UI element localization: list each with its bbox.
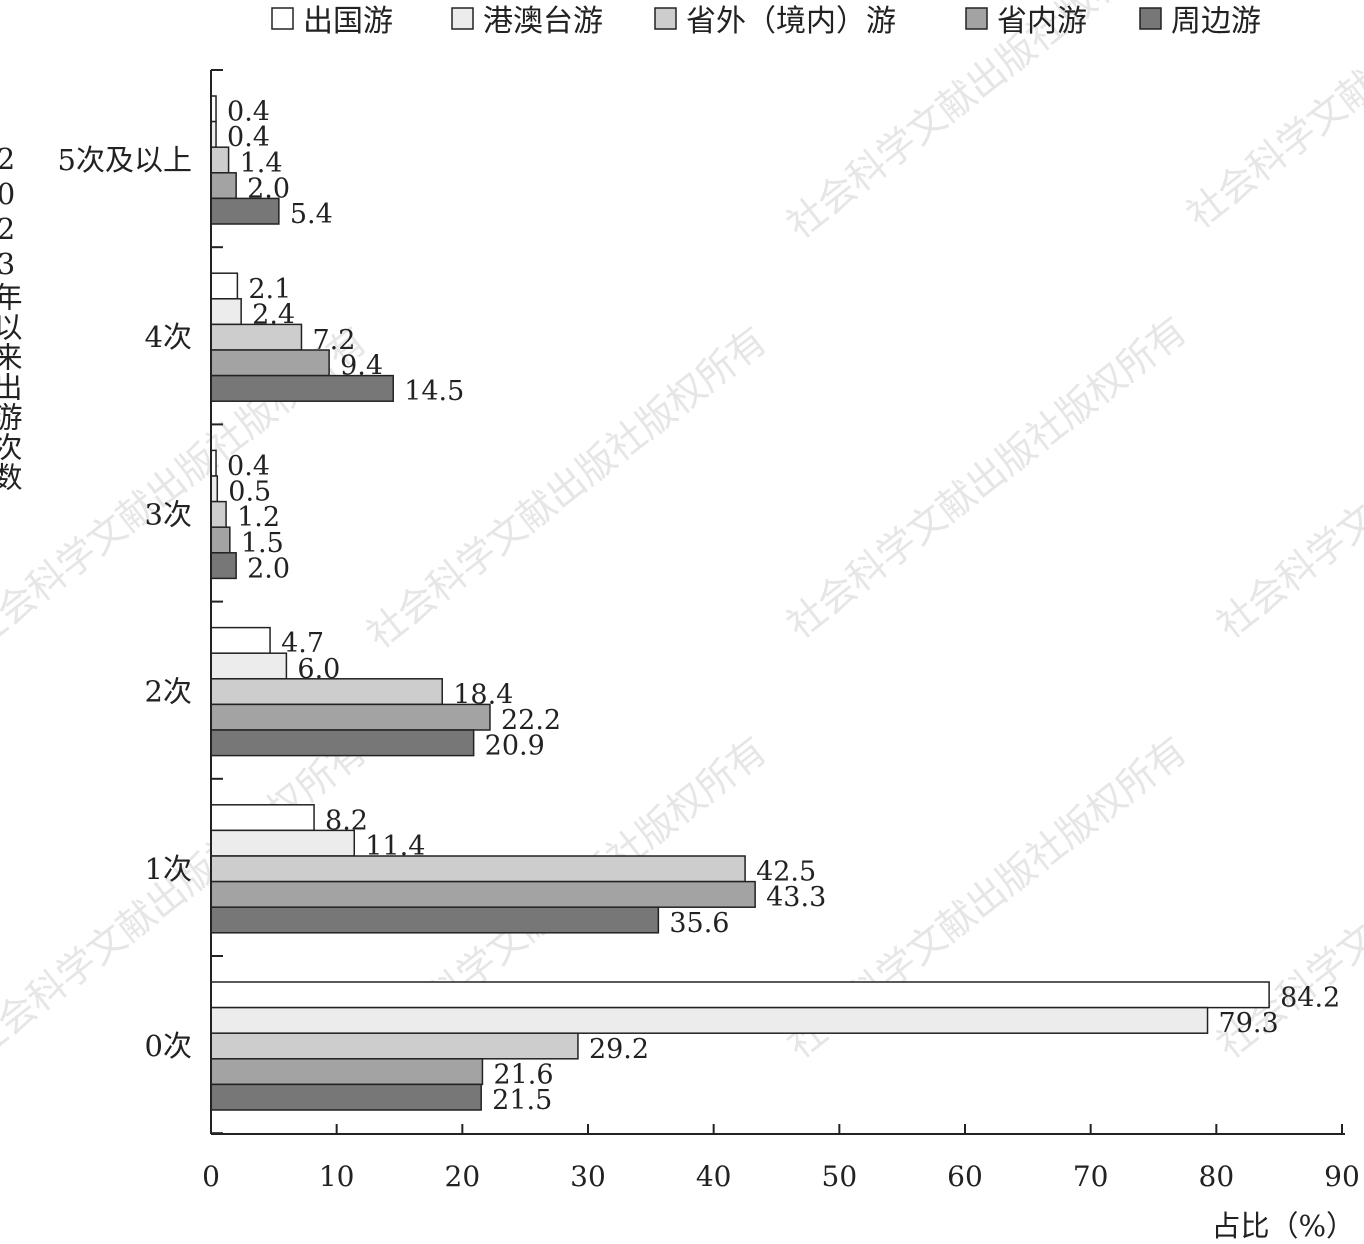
x-axis-title: 占比（%）: [1211, 1209, 1355, 1243]
bar: [210, 298, 242, 326]
legend-label: 省内游: [997, 4, 1087, 39]
y-tick-label: 3次: [145, 497, 192, 531]
data-label: 20.9: [485, 731, 545, 762]
data-label: 11.4: [365, 831, 425, 862]
bar: [210, 1032, 579, 1060]
watermark-text: 社会科学文献出版社版权所有: [778, 308, 1194, 647]
legend: 出国游 港澳台游 省外（境内）游 省内游 周边游: [271, 4, 1261, 39]
bar: [210, 146, 230, 174]
bar: [210, 626, 271, 654]
bar: [210, 652, 288, 680]
data-label: 8.2: [325, 805, 368, 836]
legend-label: 省外（境内）游: [686, 4, 896, 39]
bar: [210, 880, 756, 908]
legend-label: 出国游: [303, 4, 393, 39]
data-label: 1.4: [240, 148, 283, 179]
data-label: 1.5: [241, 528, 284, 559]
data-label: 1.2: [237, 502, 280, 533]
x-tick-label: 0: [202, 1160, 220, 1193]
data-label: 6.0: [297, 654, 340, 685]
data-label: 2.0: [247, 173, 290, 204]
bar: [210, 526, 231, 554]
data-label: 2.0: [247, 553, 290, 584]
bar: [210, 804, 315, 832]
y-tick-label: 0次: [145, 1029, 192, 1063]
data-label: 4.7: [281, 628, 324, 659]
legend-label: 港澳台游: [483, 4, 603, 39]
y-axis-title: 2023年以来出游次数: [0, 142, 23, 492]
y-tick-label: 1次: [145, 852, 192, 886]
data-label: 0.4: [227, 451, 270, 482]
data-label: 14.5: [404, 376, 464, 407]
bar: [210, 703, 491, 731]
data-label: 2.4: [252, 299, 295, 330]
data-label: 2.1: [248, 274, 291, 305]
legend-label: 周边游: [1171, 4, 1261, 39]
axes-layer: [210, 70, 1345, 1135]
legend-swatch: [1139, 7, 1162, 30]
data-label: 21.5: [492, 1085, 552, 1116]
x-tick-label: 80: [1199, 1160, 1235, 1193]
x-tick-label: 60: [947, 1160, 983, 1193]
bar: [210, 906, 660, 934]
bar: [210, 729, 475, 757]
watermark-text: 社会科学文献出版社版权所有: [358, 318, 774, 657]
data-label: 79.3: [1219, 1008, 1279, 1039]
x-tick-label: 90: [1324, 1160, 1360, 1193]
data-label: 43.3: [766, 882, 826, 913]
data-label: 22.2: [501, 705, 561, 736]
legend-swatch: [451, 7, 474, 30]
y-tick-label: 4次: [145, 320, 192, 354]
bar: [210, 500, 227, 528]
bar: [210, 272, 239, 300]
legend-swatch: [965, 7, 988, 30]
x-tick-label: 30: [570, 1160, 606, 1193]
x-tick-label: 70: [1073, 1160, 1109, 1193]
bar: [210, 678, 443, 706]
data-label: 7.2: [312, 325, 355, 356]
bar: [210, 855, 746, 883]
data-label: 35.6: [669, 908, 729, 939]
bar: [210, 552, 237, 580]
bar: [210, 172, 237, 200]
legend-swatch: [271, 7, 294, 30]
x-tick-label: 20: [445, 1160, 481, 1193]
watermark-text: 社会科学文献出版社版权所有: [1208, 308, 1364, 647]
data-label: 18.4: [453, 679, 513, 710]
data-label: 42.5: [756, 857, 816, 888]
y-tick-label: 5次及以上: [58, 143, 192, 177]
x-tick-label: 10: [319, 1160, 355, 1193]
y-ticks-layer: 5次及以上 4次 3次 2次 1次 0次: [58, 69, 223, 1135]
data-label: 0.5: [228, 477, 271, 508]
legend-swatch: [654, 7, 677, 30]
bar: [210, 1058, 484, 1086]
data-label: 9.4: [340, 351, 383, 382]
bar: [210, 349, 330, 377]
data-label: 84.2: [1280, 983, 1340, 1014]
x-tick-label: 50: [822, 1160, 858, 1193]
data-label: 0.4: [227, 122, 270, 153]
data-label: 29.2: [589, 1034, 649, 1065]
y-tick-label: 2次: [145, 675, 192, 709]
data-label: 5.4: [290, 199, 333, 230]
data-label: 21.6: [493, 1059, 553, 1090]
x-ticks-layer: 0 10 20 30 40 50 60 70 80 90: [202, 1124, 1360, 1193]
bar: [210, 1083, 482, 1111]
bars-layer: [210, 95, 1270, 1111]
value-labels-layer: 0.40.41.42.05.42.12.47.29.414.50.40.51.2…: [227, 97, 1340, 1116]
data-label: 0.4: [227, 97, 270, 128]
bar: [210, 1006, 1209, 1034]
x-tick-label: 40: [696, 1160, 732, 1193]
bar: [210, 981, 1270, 1009]
